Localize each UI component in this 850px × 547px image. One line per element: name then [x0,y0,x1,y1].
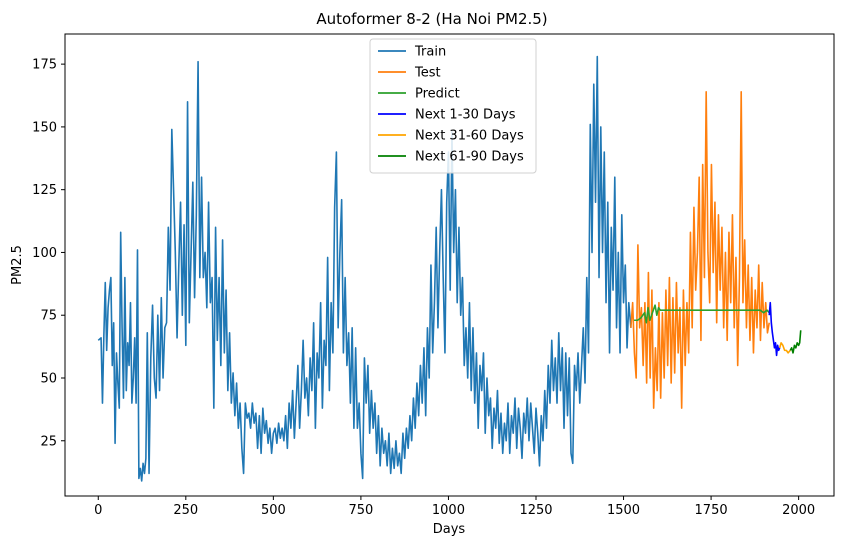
legend-label: Next 1-30 Days [415,108,516,123]
series-line-0 [97,55,632,482]
y-tick-label: 150 [32,120,57,135]
chart-title: Autoformer 8-2 (Ha Noi PM2.5) [316,10,547,28]
series-line-3 [768,301,781,357]
legend: Train Test Predict Next 1-30 Days Next 31-60… [369,38,537,174]
x-axis-label: Days [433,522,466,537]
y-tick-label: 100 [32,246,57,261]
x-tick-label: 750 [348,503,373,518]
series-line-5 [789,330,802,354]
x-tick-label: 0 [94,503,102,518]
x-tick-label: 2000 [782,503,815,518]
x-axis: 0 250 500 750 1000 1250 1500 1750 2000 [94,496,815,518]
legend-label: Train [414,45,446,60]
legend-label: Predict [415,87,460,102]
y-tick-label: 25 [40,434,57,449]
legend-label: Next 61-90 Days [415,150,524,165]
y-axis-label: PM2.5 [10,245,25,285]
legend-box [369,38,537,174]
x-tick-label: 1500 [607,503,640,518]
x-tick-label: 1750 [695,503,728,518]
x-tick-label: 250 [173,503,198,518]
x-tick-label: 500 [261,503,286,518]
legend-label: Test [414,66,441,81]
series-line-1 [630,90,771,409]
y-axis: 25 50 75 100 125 150 175 [32,58,65,449]
series-line-2 [634,304,770,324]
y-tick-label: 125 [32,183,57,198]
y-tick-label: 75 [40,309,57,324]
plot-frame [64,33,835,497]
y-tick-label: 175 [32,58,57,73]
x-tick-label: 1250 [519,503,552,518]
legend-label: Next 31-60 Days [415,129,524,144]
series-line-4 [778,342,791,354]
x-tick-label: 1000 [432,503,465,518]
y-tick-label: 50 [40,371,57,386]
